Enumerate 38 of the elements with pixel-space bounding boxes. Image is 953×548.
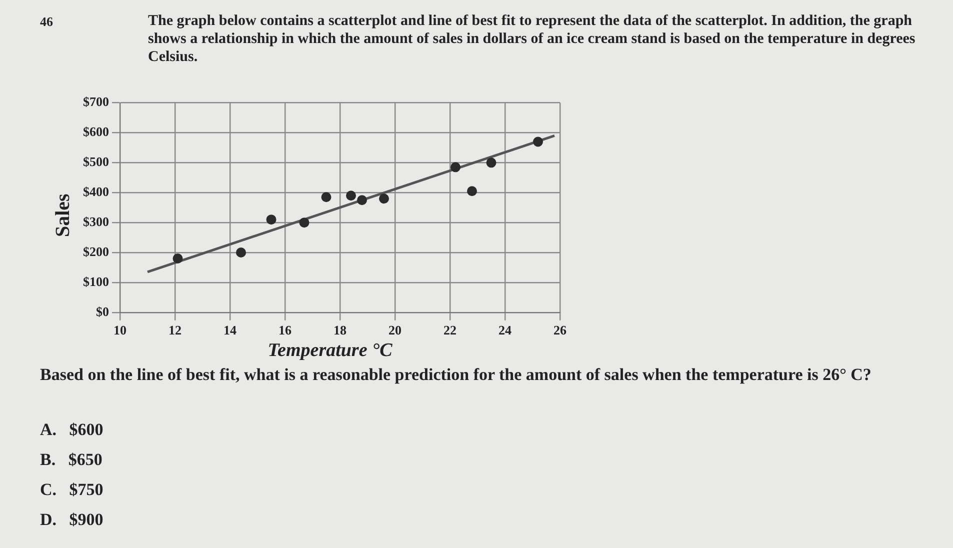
- x-tick-label: 14: [224, 322, 237, 338]
- y-tick-label: $500: [83, 154, 109, 170]
- chart-title: The graph below contains a scatterplot and line of best fit to represent the data of the scatterplot. In addition, the graph shows a relationship in which the amount of sales in dollars of an ice cream stand is based on the temperature in degrees Celsius.: [148, 12, 916, 66]
- point: [450, 162, 460, 172]
- y-tick-label: $0: [96, 304, 109, 319]
- point: [346, 190, 356, 201]
- text: Based on the line of best fit, what is a reasonable prediction for the amount of sales when the temperature is 26° C?: [40, 364, 872, 386]
- x-tick-label: 18: [334, 322, 347, 338]
- x-tick-label: 20: [388, 322, 402, 338]
- point: [321, 192, 332, 202]
- x-tick-label: 12: [168, 322, 182, 338]
- text: B. $650: [40, 450, 102, 470]
- point: [266, 214, 276, 225]
- x-tick-label: 24: [498, 322, 512, 338]
- y-tick-label: $200: [83, 244, 109, 259]
- point: [299, 218, 310, 228]
- y-tick-label: $100: [83, 274, 109, 289]
- point: [379, 194, 389, 204]
- text: C. $750: [40, 480, 104, 500]
- x-axis-title: Temperature °C: [266, 340, 394, 362]
- text: A. $600: [40, 420, 104, 440]
- x-tick-label: 26: [554, 322, 567, 338]
- y-tick-label: $300: [83, 214, 109, 229]
- y-tick-label: $600: [83, 124, 109, 140]
- x-tick-label: 22: [444, 322, 456, 338]
- point: [236, 248, 246, 258]
- x-tick-label: 16: [278, 322, 292, 338]
- y-tick-label: $400: [83, 184, 109, 199]
- point: [172, 254, 183, 264]
- text: 46: [40, 14, 53, 30]
- y-axis-title: Sales: [52, 193, 75, 236]
- x-tick-label: 10: [114, 322, 126, 338]
- y-tick-label: $700: [83, 94, 109, 110]
- point: [357, 195, 367, 206]
- point: [533, 136, 543, 147]
- point: [486, 158, 496, 168]
- text: D. $900: [40, 510, 104, 530]
- point: [467, 186, 477, 196]
